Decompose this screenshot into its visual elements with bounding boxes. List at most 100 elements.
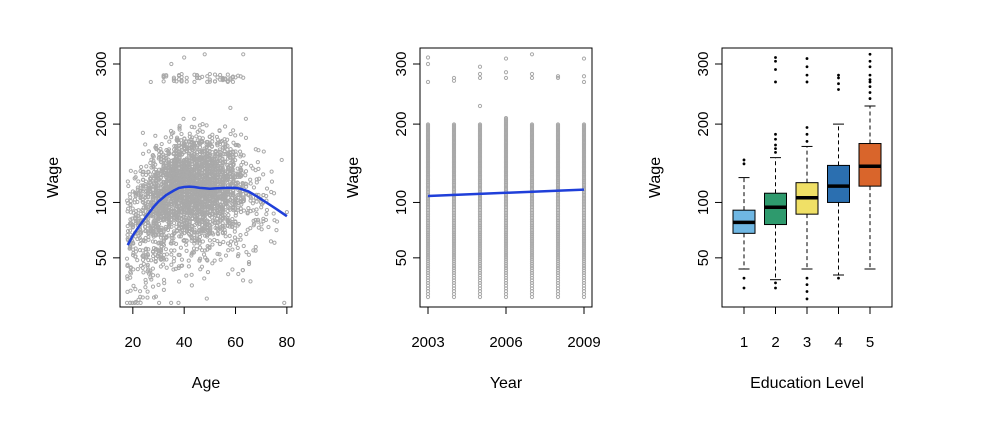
- data-point: [150, 239, 156, 244]
- data-point: [135, 199, 140, 205]
- data-point: [153, 185, 158, 190]
- y-tick-label: 300: [393, 51, 410, 76]
- outlier-point: [868, 52, 872, 56]
- data-point: [194, 230, 199, 235]
- data-point: [174, 157, 179, 162]
- data-point: [555, 259, 561, 264]
- data-point: [163, 224, 168, 230]
- data-point: [232, 229, 237, 234]
- x-tick-label: 20: [124, 334, 141, 351]
- data-point: [158, 206, 163, 211]
- data-point: [243, 173, 248, 178]
- data-point: [143, 235, 148, 241]
- data-point: [272, 240, 277, 245]
- data-point: [151, 273, 156, 278]
- data-point: [162, 252, 167, 257]
- data-point: [238, 200, 243, 205]
- data-point: [231, 221, 236, 226]
- data-point: [187, 149, 193, 154]
- data-point: [204, 144, 209, 149]
- data-point: [171, 240, 176, 245]
- data-point: [135, 258, 140, 263]
- data-point: [215, 238, 220, 244]
- data-point: [153, 133, 158, 138]
- x-tick-label: 2: [771, 334, 779, 351]
- data-point: [192, 142, 197, 147]
- data-point: [163, 247, 169, 252]
- data-point: [202, 155, 208, 161]
- x-tick-label: 5: [866, 334, 874, 351]
- data-point: [581, 56, 587, 61]
- data-point: [146, 237, 151, 242]
- data-point: [176, 169, 182, 174]
- data-point: [238, 233, 243, 238]
- data-point: [178, 245, 184, 250]
- data-point: [161, 79, 166, 84]
- data-point: [243, 192, 249, 197]
- data-point: [176, 279, 182, 284]
- data-point: [581, 246, 587, 251]
- data-point: [477, 270, 483, 275]
- plot-frame: [119, 47, 293, 308]
- data-point: [192, 125, 197, 130]
- outlier-point: [742, 162, 746, 166]
- data-point: [149, 182, 154, 187]
- data-point: [140, 199, 145, 205]
- data-point: [159, 247, 164, 252]
- data-point: [151, 295, 157, 300]
- data-point: [236, 252, 241, 257]
- data-point: [503, 273, 509, 278]
- data-point: [169, 233, 175, 238]
- data-point: [425, 244, 431, 249]
- data-point: [198, 174, 203, 179]
- data-point: [205, 157, 211, 163]
- data-point: [503, 246, 509, 251]
- data-point: [581, 79, 587, 85]
- data-point: [581, 273, 587, 278]
- y-tick-label: 50: [393, 250, 410, 267]
- data-point: [136, 192, 141, 197]
- data-point: [176, 73, 182, 79]
- data-point: [451, 257, 457, 262]
- data-point: [248, 181, 253, 186]
- data-point: [146, 169, 151, 174]
- data-point: [169, 213, 174, 218]
- data-point: [167, 164, 172, 169]
- data-point: [215, 137, 220, 142]
- data-point: [503, 236, 509, 242]
- data-point: [140, 257, 146, 262]
- data-point: [210, 182, 215, 187]
- data-point: [200, 180, 205, 185]
- x-tick-label: 3: [803, 334, 811, 351]
- data-point: [158, 154, 164, 159]
- data-point: [233, 158, 238, 163]
- data-point: [143, 205, 149, 210]
- data-point: [254, 180, 259, 185]
- data-point: [179, 257, 185, 262]
- data-point: [169, 300, 174, 305]
- data-point: [223, 234, 228, 239]
- data-point: [164, 206, 169, 211]
- data-point: [145, 289, 150, 294]
- data-point: [581, 254, 587, 260]
- data-point: [243, 116, 248, 121]
- data-point: [263, 217, 269, 223]
- data-point: [171, 147, 177, 152]
- outlier-point: [837, 82, 840, 86]
- scatter-points: [425, 52, 587, 300]
- data-point: [194, 74, 200, 79]
- data-point: [184, 167, 190, 172]
- data-point: [503, 242, 509, 247]
- data-point: [217, 128, 222, 133]
- data-point: [165, 172, 171, 177]
- data-point: [207, 77, 212, 82]
- data-point: [177, 234, 182, 239]
- data-point: [220, 224, 225, 229]
- data-point: [237, 171, 243, 176]
- data-point: [144, 228, 149, 233]
- data-point: [246, 192, 251, 198]
- data-point: [425, 283, 431, 288]
- data-point: [477, 246, 483, 251]
- data-point: [425, 261, 431, 266]
- panel-age-wage: 50 100 200 300 Wage Age 20 40 60 80: [45, 47, 295, 392]
